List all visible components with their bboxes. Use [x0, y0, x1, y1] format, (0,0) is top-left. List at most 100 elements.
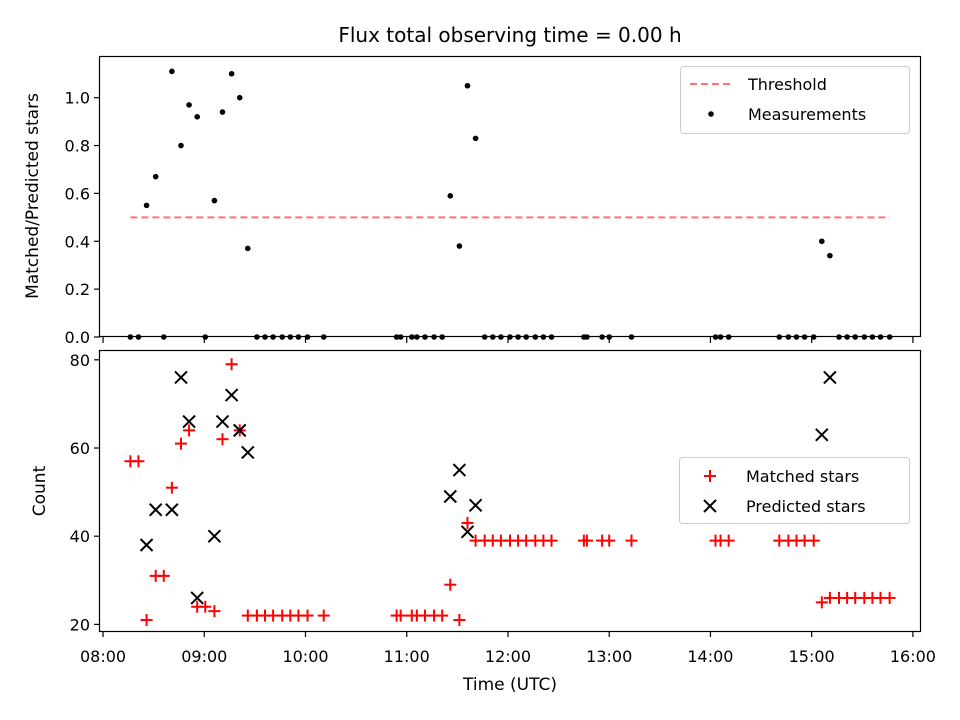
x-tick-label: 14:00 [687, 647, 733, 666]
matched-star-point [603, 534, 616, 547]
top-x-ticks [102, 337, 914, 343]
matched-star-point [183, 424, 196, 437]
measurement-point [219, 109, 226, 115]
measurement-point [464, 82, 471, 89]
matched-star-point [157, 569, 170, 582]
bottom-legend: Matched stars Predicted stars [679, 457, 910, 524]
predicted-star-point [452, 463, 467, 477]
predicted-star-point [823, 370, 837, 385]
bottom-x-ticks: 08:00 09:00 10:00 11:00 12:00 13:00 14:00 15:00… [80, 631, 936, 666]
matched-star-point [461, 516, 474, 529]
matched-star-point [225, 358, 238, 371]
x-tick-label: 11:00 [384, 647, 430, 666]
matched-star-point [807, 534, 820, 547]
matched-star-point [317, 609, 330, 622]
predicted-star-point [468, 498, 483, 513]
top-legend-box [680, 66, 910, 134]
matched-star-point [444, 578, 457, 591]
matched-star-point [216, 433, 229, 446]
y-tick-label: 60 [70, 439, 90, 458]
measurement-point [152, 173, 159, 180]
legend-measurements-label: Measurements [748, 105, 866, 124]
predicted-star-point [139, 538, 154, 552]
x-axis-label: Time (UTC) [462, 675, 557, 695]
legend-predicted-swatch [703, 499, 717, 513]
top-y-axis-label: Matched/Predicted stars [23, 93, 43, 299]
y-tick-label: 0.4 [65, 232, 90, 251]
measurement-point [819, 238, 825, 245]
y-tick-label: 1.0 [65, 89, 90, 108]
x-tick-label: 08:00 [80, 647, 126, 666]
y-tick-label: 0.0 [65, 328, 90, 347]
bottom-plot-frame [98, 349, 922, 633]
matched-star-point [301, 609, 314, 622]
y-tick-label: 0.8 [65, 137, 90, 156]
measurement-point [827, 252, 833, 259]
measurement-point [169, 68, 175, 75]
measurement-point [447, 193, 454, 199]
chart-title: Flux total observing time = 0.00 h [338, 23, 681, 47]
bottom-marks [124, 358, 896, 626]
predicted-star-point [215, 414, 230, 429]
matched-star-point [545, 534, 558, 547]
predicted-star-point [190, 591, 204, 605]
y-tick-label: 0.2 [65, 280, 90, 299]
top-legend: Threshold Measurements [680, 66, 910, 134]
matched-star-point [815, 596, 828, 609]
legend-measurements-swatch [708, 111, 714, 117]
x-tick-label: 16:00 [890, 647, 936, 666]
matched-star-point [580, 534, 593, 547]
matched-star-point [165, 481, 178, 494]
x-tick-label: 10:00 [282, 647, 328, 666]
measurement-point [194, 114, 200, 120]
measurement-point [456, 243, 463, 249]
matched-star-point [436, 609, 449, 622]
matched-star-point [208, 605, 221, 618]
measurement-point [143, 202, 150, 209]
matched-star-point [625, 534, 638, 547]
predicted-star-point [443, 489, 457, 504]
bottom-y-ticks: 20 40 60 80 [70, 351, 100, 634]
predicted-star-point [224, 388, 239, 402]
matched-star-point [132, 455, 145, 468]
predicted-star-point [232, 423, 247, 438]
predicted-star-point [174, 370, 188, 385]
y-tick-label: 20 [70, 615, 90, 634]
bottom-legend-box [679, 457, 910, 524]
legend-matched-label: Matched stars [746, 467, 859, 486]
measurement-point [211, 197, 218, 204]
matched-star-point [174, 437, 187, 450]
matched-star-point [140, 613, 153, 626]
predicted-star-point [207, 529, 222, 543]
measurement-point [472, 135, 479, 142]
matched-star-point [453, 613, 466, 626]
legend-matched-swatch [704, 470, 716, 482]
top-y-ticks: 0.0 0.2 0.4 0.6 0.8 1.0 [65, 89, 100, 347]
top-plot-frame [98, 55, 922, 338]
legend-threshold-label: Threshold [747, 75, 827, 94]
measurement-point [178, 142, 184, 149]
predicted-star-point [815, 428, 829, 442]
y-tick-label: 0.6 [65, 184, 90, 203]
x-tick-label: 09:00 [181, 647, 227, 666]
predicted-star-point [148, 503, 163, 517]
measurement-point [228, 70, 235, 77]
bottom-plot: 20 40 60 80 08:00 09:00 10:00 11:00 12:00 13:00 1… [30, 349, 936, 695]
predicted-star-point [182, 414, 196, 429]
legend-predicted-label: Predicted stars [746, 497, 866, 516]
measurement-point [186, 102, 192, 108]
x-tick-label: 15:00 [789, 647, 835, 666]
bottom-y-axis-label: Count [30, 465, 50, 516]
measurement-point [236, 94, 243, 101]
y-tick-label: 40 [70, 527, 90, 546]
top-plot: 0.0 0.2 0.4 0.6 0.8 1.0 Matched/Predicted sta… [23, 55, 922, 347]
matched-star-point [722, 534, 735, 547]
x-tick-label: 13:00 [586, 647, 632, 666]
matched-star-point [394, 609, 407, 622]
measurement-point [245, 245, 251, 252]
predicted-star-point [241, 445, 255, 460]
x-tick-label: 12:00 [485, 647, 531, 666]
matched-star-point [883, 591, 896, 604]
predicted-star-point [460, 525, 475, 539]
